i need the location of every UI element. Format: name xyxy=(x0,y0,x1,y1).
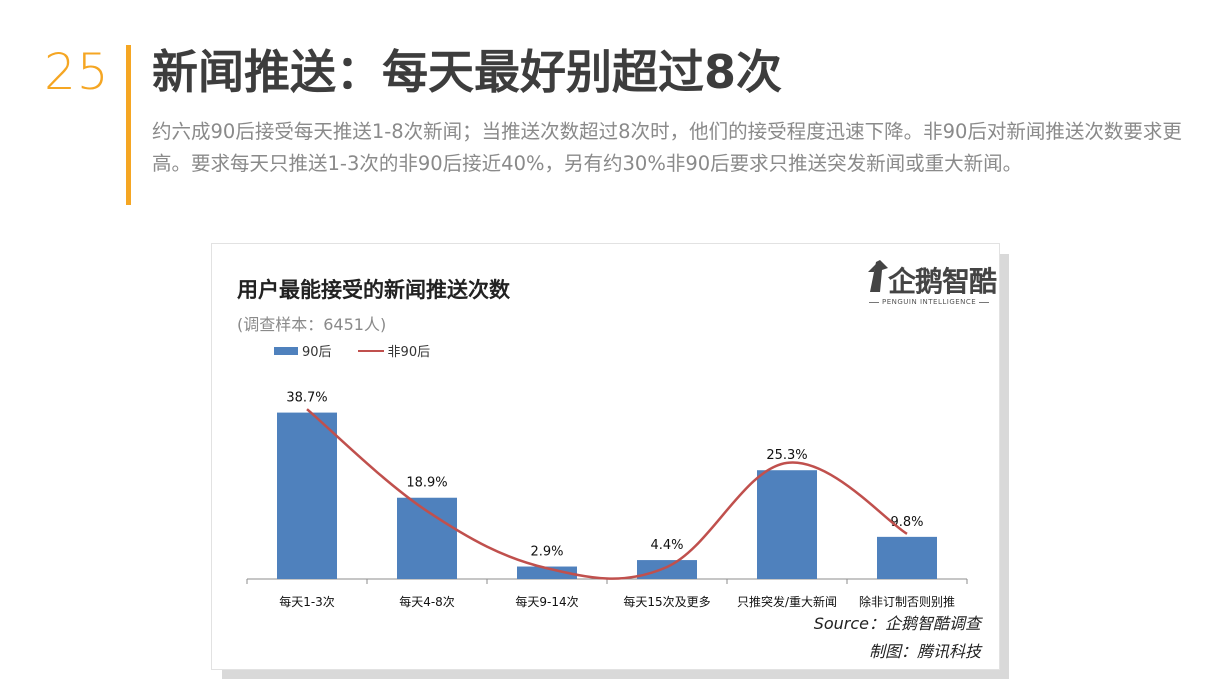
bar-data-label: 9.8% xyxy=(890,515,923,530)
bar-90s xyxy=(757,470,817,579)
x-tick-label: 每天9-14次 xyxy=(515,594,578,609)
legend-item-line: 非90后 xyxy=(357,341,431,360)
legend-swatch-line xyxy=(357,349,384,352)
line-non-90s xyxy=(306,408,908,580)
x-tick-label: 除非订制否则别推 xyxy=(859,594,955,609)
chart-title: 用户最能接受的新闻推送次数 xyxy=(237,278,510,302)
x-tick-label: 每天1-3次 xyxy=(279,594,335,609)
slide-number: 25 xyxy=(44,43,110,101)
bar-90s xyxy=(517,566,577,579)
bar-90s xyxy=(877,536,937,579)
bar-data-label: 4.4% xyxy=(650,538,683,553)
logo-tagline: PENGUIN INTELLIGENCE xyxy=(866,298,984,306)
legend-swatch-bar xyxy=(274,346,298,355)
source-note: Source：企鹅智酷调查 xyxy=(813,614,981,633)
legend-label-bar: 90后 xyxy=(302,345,332,360)
accent-bar xyxy=(126,45,131,205)
bar-data-label: 38.7% xyxy=(286,391,327,406)
page-title: 新闻推送：每天最好别超过8次 xyxy=(152,45,783,99)
chart-subtitle: (调查样本：6451人) xyxy=(237,315,387,334)
brand-logo: 企鹅智酷 PENGUIN INTELLIGENCE xyxy=(866,260,997,312)
bar-data-label: 18.9% xyxy=(406,476,447,491)
bar-data-label: 25.3% xyxy=(766,448,807,463)
summary-text: 约六成90后接受每天推送1-8次新闻；当推送次数超过8次时，他们的接受程度迅速下… xyxy=(152,120,1182,175)
bar-90s xyxy=(277,412,337,579)
legend-item-bar: 90后 xyxy=(274,341,332,360)
penguin-icon xyxy=(868,260,888,292)
x-tick-label: 每天4-8次 xyxy=(399,594,455,609)
bar-90s xyxy=(637,560,697,579)
x-tick-label: 只推突发/重大新闻 xyxy=(737,594,837,609)
chart-legend: 90后 非90后 xyxy=(274,341,456,360)
legend-label-line: 非90后 xyxy=(387,345,431,360)
logo-text: 企鹅智酷 xyxy=(888,265,997,298)
x-tick-label: 每天15次及更多 xyxy=(623,594,710,609)
bar-data-label: 2.9% xyxy=(530,545,563,560)
chart-plot: 38.7% 每天1-3次 18.9% 每天4-8次 2.9% 每天9-14次 4.4% 每天1… xyxy=(246,391,968,609)
chart-card: 用户最能接受的新闻推送次数 (调查样本：6451人) 90后 非90后 企鹅智酷… xyxy=(211,243,1000,670)
credit-note: 制图：腾讯科技 xyxy=(868,642,981,661)
